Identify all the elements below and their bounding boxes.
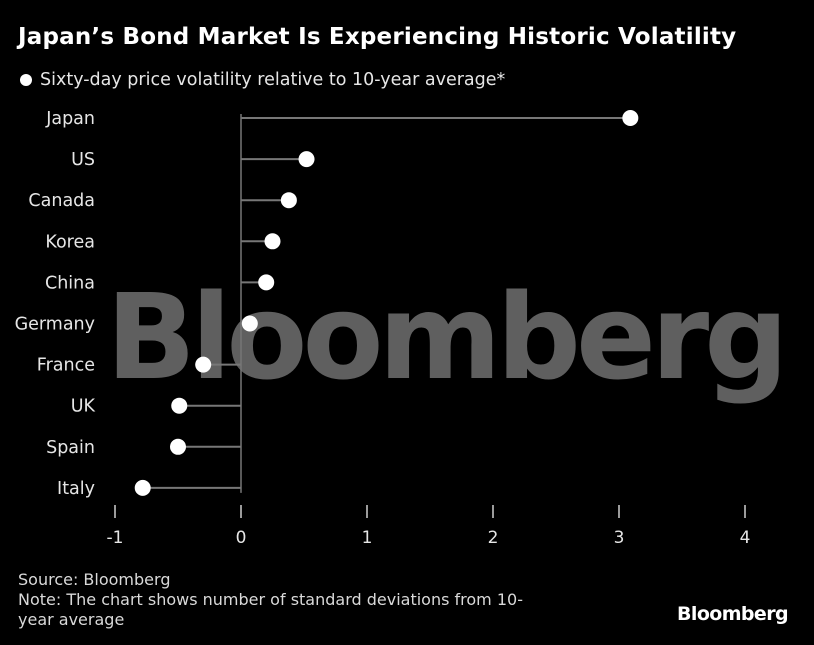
x-tick-label-2: 2 <box>488 528 499 548</box>
x-tick-label-minus1: -1 <box>107 528 124 548</box>
category-label-france: France <box>37 356 95 376</box>
dot-us <box>298 151 315 168</box>
legend: Sixty-day price volatility relative to 1… <box>20 70 505 90</box>
watermark-logo: Bloomberg <box>106 268 784 406</box>
chart-plot: Bloomberg Japan US Canada Korea China Germany… <box>15 109 789 548</box>
x-tick-label-1: 1 <box>362 528 373 548</box>
dot-uk <box>171 397 188 414</box>
brand-logo: Bloomberg <box>677 603 789 625</box>
category-label-us: US <box>71 150 95 170</box>
x-tick-label-0: 0 <box>236 528 247 548</box>
dot-japan <box>622 110 639 126</box>
category-label-korea: Korea <box>45 232 95 252</box>
legend-dot-icon <box>20 74 32 86</box>
dot-korea <box>264 233 281 250</box>
dot-italy <box>134 479 151 496</box>
category-label-germany: Germany <box>15 315 95 335</box>
legend-label: Sixty-day price volatility relative to 1… <box>40 70 506 90</box>
category-label-uk: UK <box>71 397 96 417</box>
footnote: Note: The chart shows number of standard… <box>18 590 523 629</box>
dot-china <box>258 274 275 291</box>
dot-germany <box>241 315 258 332</box>
x-tick-label-3: 3 <box>614 528 625 548</box>
category-label-japan: Japan <box>45 109 95 129</box>
chart-title: Japan’s Bond Market Is Experiencing Hist… <box>18 24 737 50</box>
dot-france <box>195 356 212 373</box>
source-note: Source: Bloomberg <box>18 570 171 589</box>
category-label-china: China <box>45 273 95 293</box>
category-label-italy: Italy <box>57 479 95 499</box>
category-label-canada: Canada <box>28 191 95 211</box>
dot-spain <box>170 438 186 455</box>
x-tick-label-4: 4 <box>740 528 751 548</box>
category-label-spain: Spain <box>46 438 95 458</box>
dot-canada <box>280 192 297 209</box>
